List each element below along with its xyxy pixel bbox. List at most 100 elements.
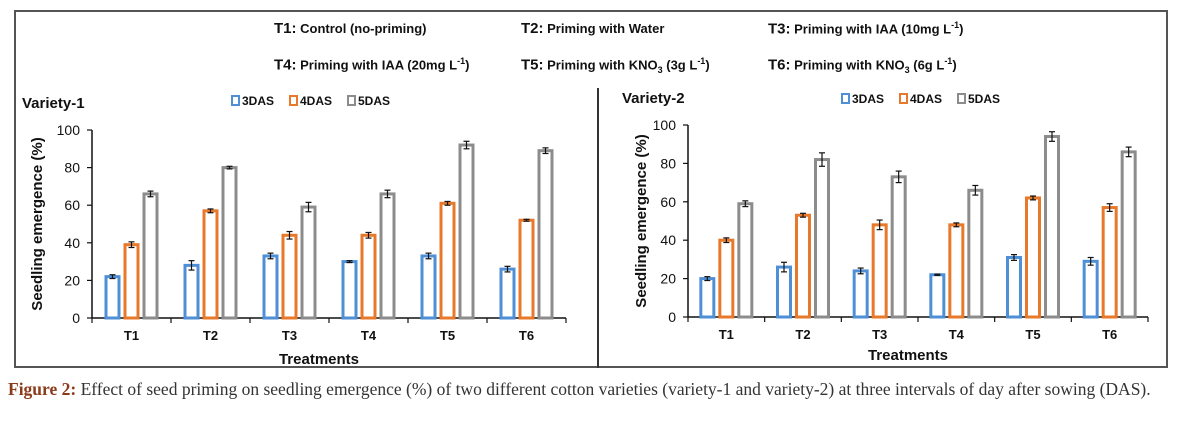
legend-swatch-5DAS [347,95,356,106]
bar-4DAS-T1 [718,238,735,319]
y-tick-label: 100 [57,122,81,138]
legend-code: T4: [274,56,297,74]
y-tick-label: 0 [668,309,676,325]
bar-4DAS-T2 [202,209,219,320]
legend-sub: 3 [657,64,663,75]
legend-code: T5: [521,56,544,74]
x-axis-label: Treatments [279,351,359,368]
bar-4DAS-T5 [439,201,456,320]
x-tick-label-T1: T1 [124,328,139,343]
legend-swatch-4DAS [899,93,908,104]
legend-sup: -1 [951,20,960,30]
legend-text: Priming with IAA (20mg L [300,57,458,73]
x-tick-label-T6: T6 [1102,327,1117,342]
bar-5DAS-T4 [967,188,984,319]
bar-5DAS-T3 [300,205,317,320]
bar-5DAS-T5 [1044,135,1060,319]
treatment-legend-t5: T5: Priming with KNO3 (3g L-1) [521,56,710,75]
treatment-legend-t1: T1: Control (no-priming) [274,20,426,37]
figure-caption: Figure 2: Effect of seed priming on seed… [8,378,1174,400]
legend-label-5DAS: 5DAS [358,94,390,108]
bar-4DAS-T2 [795,213,811,319]
chart-panel-1: Variety-1 3DAS 4DAS 5DAS 0 20 40 60 80 100 Seedlin… [22,94,567,368]
bar-3DAS-T2 [776,265,792,319]
legend-text: Priming with IAA (10mg L [794,21,952,37]
legend-sup: -1 [457,56,466,66]
y-tick-label: 0 [72,310,80,326]
bar-3DAS-T6 [1082,259,1099,319]
bar-4DAS-T3 [871,223,888,319]
y-tick-label: 100 [653,117,677,133]
x-tick-label-T5: T5 [440,328,455,343]
bar-4DAS-T3 [281,233,298,320]
legend-label-5DAS: 5DAS [968,92,1000,106]
x-tick-label-T4: T4 [361,328,377,343]
bar-3DAS-T3 [852,269,869,319]
bar-3DAS-T4 [929,273,946,319]
bar-4DAS-T1 [123,243,140,320]
bar-5DAS-T6 [537,149,554,320]
y-tick-label: 80 [64,160,80,176]
legend-post: (3g L [662,57,698,73]
panel-divider [597,88,599,368]
legend-label-4DAS: 4DAS [300,94,332,108]
bar-3DAS-T5 [420,254,437,320]
legend-end: ) [952,57,957,73]
legend-sup: -1 [944,56,953,66]
x-tick-label-T2: T2 [203,328,218,343]
legend-code: T6: [768,56,791,74]
bar-4DAS-T5 [1025,196,1041,319]
y-tick-label: 60 [64,197,80,213]
legend-sub: 3 [904,64,910,75]
bar-3DAS-T1 [699,277,716,319]
treatment-legend-t4: T4: Priming with IAA (20mg L-1) [274,56,469,73]
bar-3DAS-T6 [499,267,516,320]
bar-5DAS-T2 [814,158,830,319]
x-tick-label-T3: T3 [282,328,297,343]
y-axis-label: Seedling emergence (%) [29,137,46,310]
legend-sup: -1 [697,56,706,66]
legend-code: T2: [521,20,544,37]
figure-frame [14,10,1168,368]
chart-title: Variety-1 [22,95,85,112]
y-tick-label: 40 [660,232,676,248]
legend-code: T1: [274,20,297,37]
x-tick-label-T5: T5 [1025,327,1040,342]
legend-swatch-3DAS [841,93,850,104]
y-tick-label: 20 [660,271,676,287]
y-tick-label: 80 [660,155,676,171]
legend-post: (6g L [909,57,945,73]
treatment-legend-t2: T2: Priming with Water [521,20,664,37]
treatment-legend-t6: T6: Priming with KNO3 (6g L-1) [768,56,957,75]
chart-title: Variety-2 [622,90,685,107]
bar-5DAS-T2 [221,166,238,320]
legend-text: Priming with KNO [547,57,658,73]
y-tick-label: 60 [660,194,676,210]
bar-3DAS-T1 [104,275,121,320]
legend-swatch-4DAS [289,95,298,106]
x-tick-label-T4: T4 [949,327,965,342]
legend-text: Priming with Water [547,21,665,36]
legend-end: ) [705,57,710,73]
chart-panel-2: Variety-2 3DAS 4DAS 5DAS 0 20 40 60 80 100Seedlin… [622,90,1149,364]
y-axis-label: Seedling emergence (%) [633,134,650,307]
bar-5DAS-T5 [458,143,475,320]
bar-5DAS-T4 [379,192,396,320]
legend-text: Control (no-priming) [300,21,427,36]
bar-5DAS-T1 [737,202,754,319]
x-axis-label: Treatments [868,347,948,364]
legend-end: ) [959,21,964,37]
y-tick-label: 20 [64,272,80,288]
bar-5DAS-T1 [142,192,159,320]
x-tick-label-T3: T3 [872,327,887,342]
x-tick-label-T2: T2 [795,327,810,342]
bar-4DAS-T6 [1101,206,1118,319]
bar-4DAS-T6 [518,218,535,320]
legend-code: T3: [768,20,791,38]
bar-3DAS-T5 [1006,255,1022,319]
legend-end: ) [465,57,470,73]
bar-5DAS-T6 [1120,150,1137,319]
bar-4DAS-T4 [360,233,377,320]
x-tick-label-T6: T6 [519,328,534,343]
x-tick-label-T1: T1 [719,327,734,342]
